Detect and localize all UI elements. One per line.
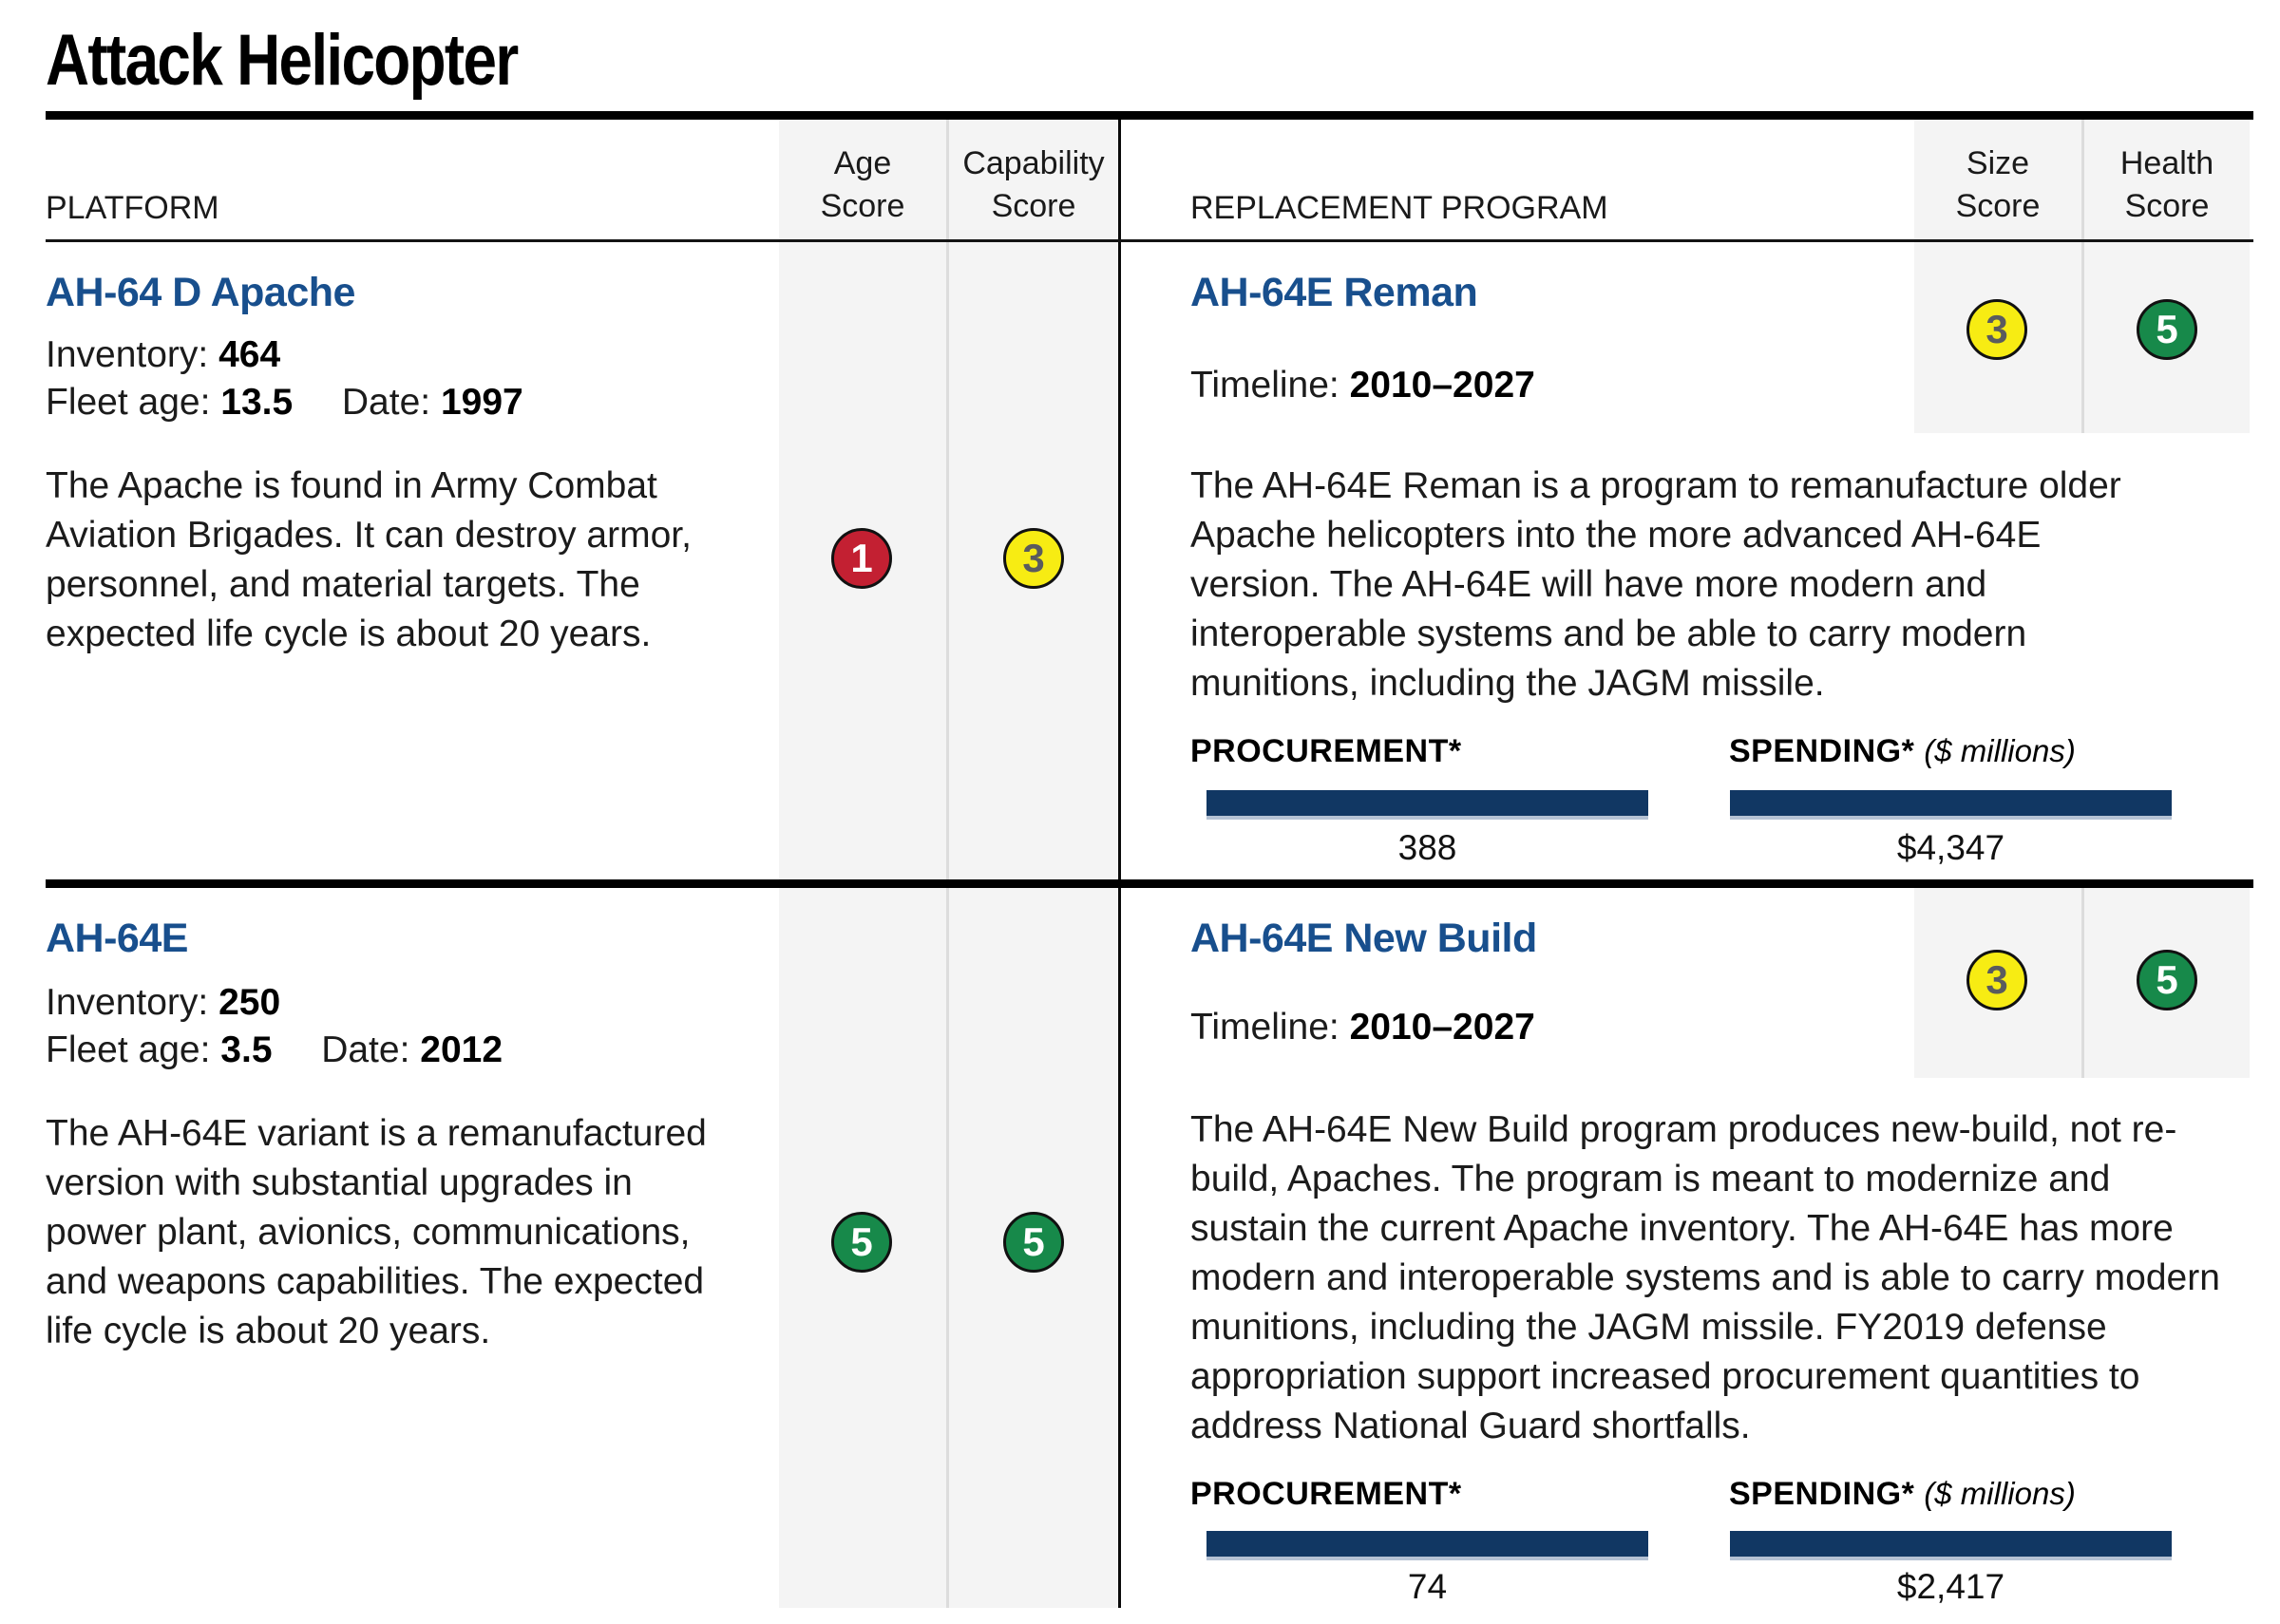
capability-score-badge: 5 xyxy=(1003,1212,1064,1273)
replacement-description: The AH-64E New Build program produces ne… xyxy=(1190,1109,2220,1446)
procurement-label: PROCUREMENT* xyxy=(1190,1476,1462,1512)
inventory-line: Inventory: 464 xyxy=(46,334,280,376)
column-separator xyxy=(2081,888,2084,1078)
column-header-capability-score: Capability Score xyxy=(962,145,1105,224)
timeline-value: 2010–2027 xyxy=(1349,1007,1535,1048)
date-value: 1997 xyxy=(440,382,523,423)
age-score-badge: 1 xyxy=(831,528,892,589)
date-label: Date: xyxy=(341,382,431,423)
column-header-size-score: Size Score xyxy=(1955,145,2041,224)
spending-unit: ($ millions) xyxy=(1924,733,2076,768)
health-score-cell-bg-row1 xyxy=(2084,120,2250,433)
spending-value: $4,347 xyxy=(1896,828,2005,867)
replacement-name: AH-64E Reman xyxy=(1190,270,1478,315)
column-header-platform: PLATFORM xyxy=(46,190,219,226)
platform-name: AH-64E xyxy=(46,916,188,961)
spending-bar xyxy=(1730,1531,2172,1560)
inventory-label: Inventory: xyxy=(46,334,209,375)
fleet-age-value: 13.5 xyxy=(220,382,294,423)
health-score-badge: 5 xyxy=(2137,299,2197,360)
column-header-health-score: Health Score xyxy=(2119,145,2214,224)
timeline-line: Timeline: 2010–2027 xyxy=(1190,365,1535,406)
procurement-value: 388 xyxy=(1397,828,1457,867)
age-score-badge: 5 xyxy=(831,1212,892,1273)
spending-unit: ($ millions) xyxy=(1924,1476,2076,1511)
procurement-value: 74 xyxy=(1407,1567,1448,1606)
inventory-label: Inventory: xyxy=(46,982,209,1023)
health-score-badge: 5 xyxy=(2137,950,2197,1010)
procurement-bar xyxy=(1206,790,1648,820)
spending-label: SPENDING* ($ millions) xyxy=(1729,733,2076,769)
date-label: Date: xyxy=(321,1029,410,1070)
header-underline xyxy=(46,239,2253,242)
spending-label: SPENDING* ($ millions) xyxy=(1729,1476,2076,1512)
section-divider-line xyxy=(1118,120,1121,1608)
procurement-bar xyxy=(1206,1531,1648,1560)
timeline-label: Timeline: xyxy=(1190,365,1340,406)
fleet-age-label: Fleet age: xyxy=(46,1029,211,1070)
column-header-age-score: Age Score xyxy=(820,145,905,224)
capability-score-badge: 3 xyxy=(1003,528,1064,589)
age-score-column-bg xyxy=(779,120,946,1608)
size-score-badge: 3 xyxy=(1966,950,2027,1010)
platform-name: AH-64 D Apache xyxy=(46,270,355,315)
spending-bar xyxy=(1730,790,2172,820)
capability-score-column-bg xyxy=(949,120,1118,1608)
timeline-label: Timeline: xyxy=(1190,1007,1340,1048)
timeline-value: 2010–2027 xyxy=(1349,365,1535,406)
inventory-value: 250 xyxy=(218,982,281,1023)
replacement-description: The AH-64E Reman is a program to remanuf… xyxy=(1190,465,2121,704)
column-header-replacement-program: REPLACEMENT PROGRAM xyxy=(1190,190,1608,226)
inventory-value: 464 xyxy=(218,334,281,375)
platform-description: The Apache is found in Army Combat Aviat… xyxy=(46,465,692,654)
procurement-label: PROCUREMENT* xyxy=(1190,733,1462,769)
fleet-age-value: 3.5 xyxy=(220,1029,273,1070)
platform-description: The AH-64E variant is a remanufactured v… xyxy=(46,1113,707,1351)
row-divider xyxy=(46,879,2253,888)
column-separator xyxy=(2081,120,2084,433)
title-rule xyxy=(46,111,2253,120)
inventory-line: Inventory: 250 xyxy=(46,982,280,1024)
date-value: 2012 xyxy=(420,1029,504,1070)
fleet-age-line: Fleet age: 13.5 Date: 1997 xyxy=(46,382,523,424)
replacement-name: AH-64E New Build xyxy=(1190,916,1537,961)
size-score-badge: 3 xyxy=(1966,299,2027,360)
size-score-cell-bg-row1 xyxy=(1914,120,2081,433)
column-separator xyxy=(946,120,949,1608)
spending-value: $2,417 xyxy=(1896,1567,2005,1606)
timeline-line: Timeline: 2010–2027 xyxy=(1190,1007,1535,1048)
fleet-age-line: Fleet age: 3.5 Date: 2012 xyxy=(46,1029,503,1071)
fleet-age-label: Fleet age: xyxy=(46,382,211,423)
page-title: Attack Helicopter xyxy=(46,20,519,101)
